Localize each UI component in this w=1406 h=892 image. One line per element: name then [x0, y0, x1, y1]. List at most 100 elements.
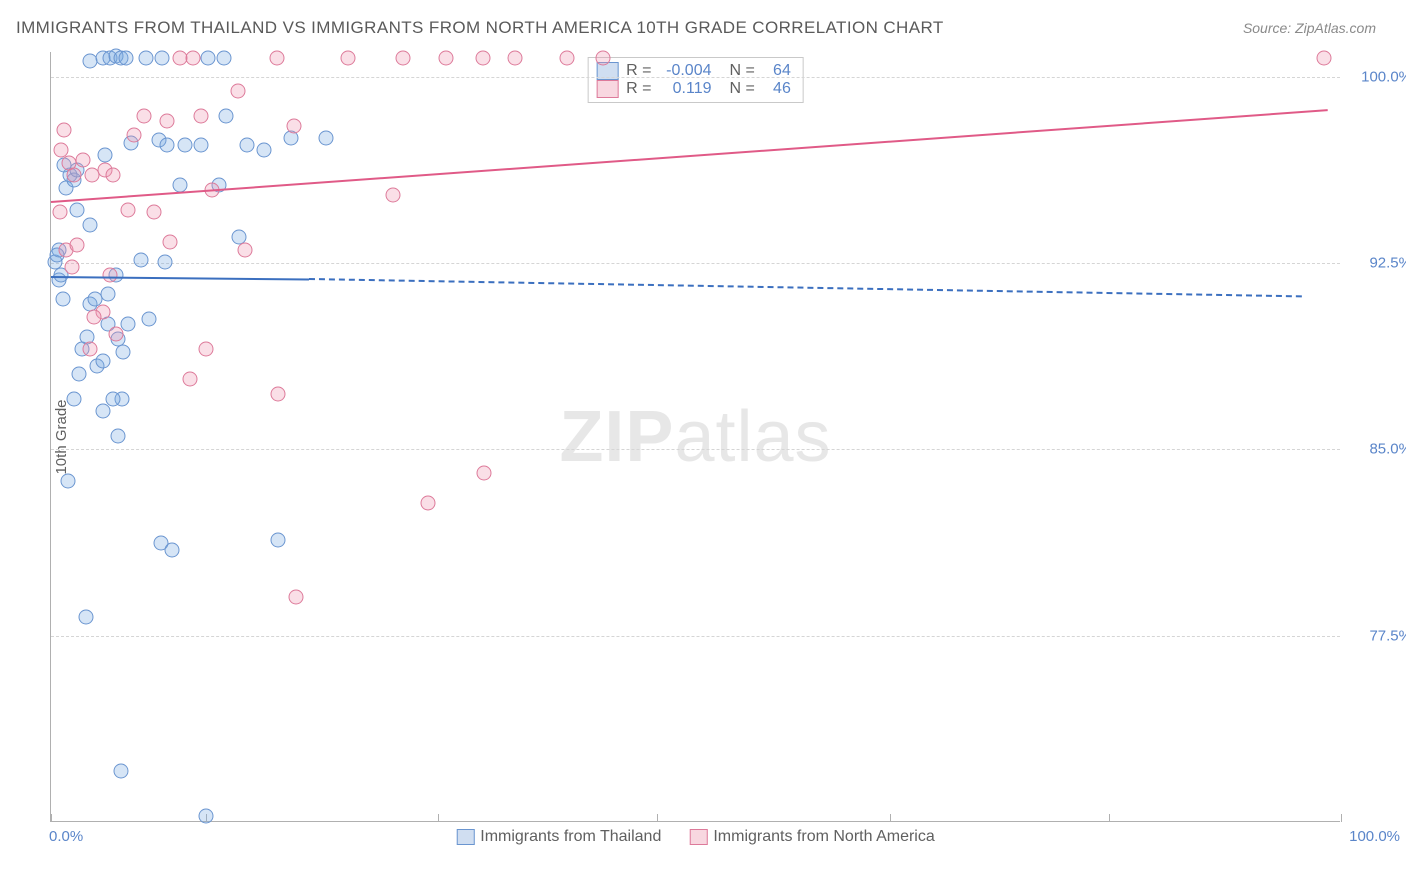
scatter-point-north-america: [105, 168, 120, 183]
scatter-point-thailand: [95, 404, 110, 419]
scatter-point-north-america: [56, 123, 71, 138]
scatter-point-thailand: [60, 473, 75, 488]
scatter-point-thailand: [78, 610, 93, 625]
scatter-point-north-america: [1317, 51, 1332, 66]
scatter-point-thailand: [193, 138, 208, 153]
scatter-point-thailand: [69, 202, 84, 217]
scatter-point-north-america: [269, 51, 284, 66]
scatter-point-north-america: [82, 342, 97, 357]
y-tick-label: 100.0%: [1361, 68, 1406, 85]
scatter-point-thailand: [154, 51, 169, 66]
x-tick: [438, 814, 439, 822]
scatter-point-thailand: [116, 344, 131, 359]
scatter-point-thailand: [219, 108, 234, 123]
chart-title: IMMIGRANTS FROM THAILAND VS IMMIGRANTS F…: [16, 18, 944, 38]
scatter-point-thailand: [240, 138, 255, 153]
scatter-point-thailand: [142, 312, 157, 327]
gridline-h: [51, 263, 1340, 264]
legend-n-value: 46: [763, 80, 791, 98]
scatter-point-thailand: [256, 143, 271, 158]
scatter-point-thailand: [105, 391, 120, 406]
scatter-point-north-america: [286, 118, 301, 133]
x-tick: [1109, 814, 1110, 822]
scatter-point-north-america: [385, 188, 400, 203]
legend-r-value: 0.119: [660, 80, 712, 98]
scatter-point-thailand: [55, 292, 70, 307]
scatter-point-north-america: [198, 342, 213, 357]
scatter-point-north-america: [108, 327, 123, 342]
scatter-point-north-america: [162, 235, 177, 250]
scatter-point-thailand: [178, 138, 193, 153]
legend-row: R =0.119N =46: [596, 80, 791, 98]
scatter-point-north-america: [237, 242, 252, 257]
scatter-point-north-america: [126, 128, 141, 143]
scatter-point-north-america: [508, 51, 523, 66]
trend-line: [51, 276, 309, 280]
source-attribution: Source: ZipAtlas.com: [1243, 20, 1376, 36]
scatter-point-north-america: [183, 371, 198, 386]
x-axis-min-label: 0.0%: [49, 828, 83, 845]
scatter-point-north-america: [420, 496, 435, 511]
scatter-point-thailand: [113, 764, 128, 779]
legend-series-label: Immigrants from Thailand: [480, 828, 661, 846]
scatter-point-thailand: [118, 51, 133, 66]
scatter-point-thailand: [201, 51, 216, 66]
scatter-point-thailand: [271, 533, 286, 548]
legend-series-label: Immigrants from North America: [713, 828, 934, 846]
scatter-point-thailand: [111, 429, 126, 444]
watermark: ZIPatlas: [559, 396, 831, 478]
scatter-point-north-america: [147, 205, 162, 220]
scatter-point-north-america: [193, 108, 208, 123]
scatter-point-thailand: [160, 138, 175, 153]
x-tick: [51, 814, 52, 822]
scatter-point-thailand: [157, 255, 172, 270]
scatter-point-north-america: [438, 51, 453, 66]
gridline-h: [51, 449, 1340, 450]
scatter-point-thailand: [134, 252, 149, 267]
scatter-point-thailand: [165, 543, 180, 558]
plot-area: 10th Grade ZIPatlas R =-0.004N =64R =0.1…: [50, 52, 1340, 822]
y-tick-label: 85.0%: [1369, 441, 1406, 458]
scatter-point-thailand: [139, 51, 154, 66]
legend-n-label: N =: [730, 80, 755, 98]
scatter-point-north-america: [185, 51, 200, 66]
legend-series-item: Immigrants from North America: [689, 828, 934, 846]
scatter-point-north-america: [396, 51, 411, 66]
scatter-point-north-america: [136, 108, 151, 123]
legend-correlation: R =-0.004N =64R =0.119N =46: [587, 57, 804, 103]
legend-swatch: [596, 80, 618, 98]
legend-series-item: Immigrants from Thailand: [456, 828, 661, 846]
scatter-point-north-america: [103, 267, 118, 282]
scatter-point-thailand: [95, 354, 110, 369]
y-tick-label: 77.5%: [1369, 627, 1406, 644]
scatter-point-north-america: [476, 51, 491, 66]
legend-series: Immigrants from Thailand Immigrants from …: [456, 828, 935, 846]
scatter-point-thailand: [98, 148, 113, 163]
scatter-point-north-america: [340, 51, 355, 66]
scatter-point-north-america: [67, 168, 82, 183]
trend-line: [51, 109, 1328, 203]
x-tick: [657, 814, 658, 822]
scatter-point-thailand: [216, 51, 231, 66]
x-tick: [1341, 814, 1342, 822]
scatter-point-north-america: [231, 83, 246, 98]
legend-swatch: [456, 829, 474, 845]
scatter-point-north-america: [69, 237, 84, 252]
scatter-point-north-america: [596, 51, 611, 66]
scatter-point-thailand: [198, 809, 213, 824]
scatter-point-thailand: [72, 366, 87, 381]
gridline-h: [51, 77, 1340, 78]
scatter-point-north-america: [560, 51, 575, 66]
x-axis-max-label: 100.0%: [1349, 828, 1400, 845]
scatter-point-north-america: [121, 202, 136, 217]
scatter-point-north-america: [477, 466, 492, 481]
watermark-light: atlas: [674, 397, 831, 477]
scatter-point-north-america: [271, 386, 286, 401]
scatter-point-north-america: [76, 153, 91, 168]
scatter-point-north-america: [160, 113, 175, 128]
scatter-point-north-america: [289, 590, 304, 605]
legend-swatch: [689, 829, 707, 845]
scatter-point-thailand: [82, 217, 97, 232]
x-tick: [890, 814, 891, 822]
scatter-point-north-america: [64, 260, 79, 275]
